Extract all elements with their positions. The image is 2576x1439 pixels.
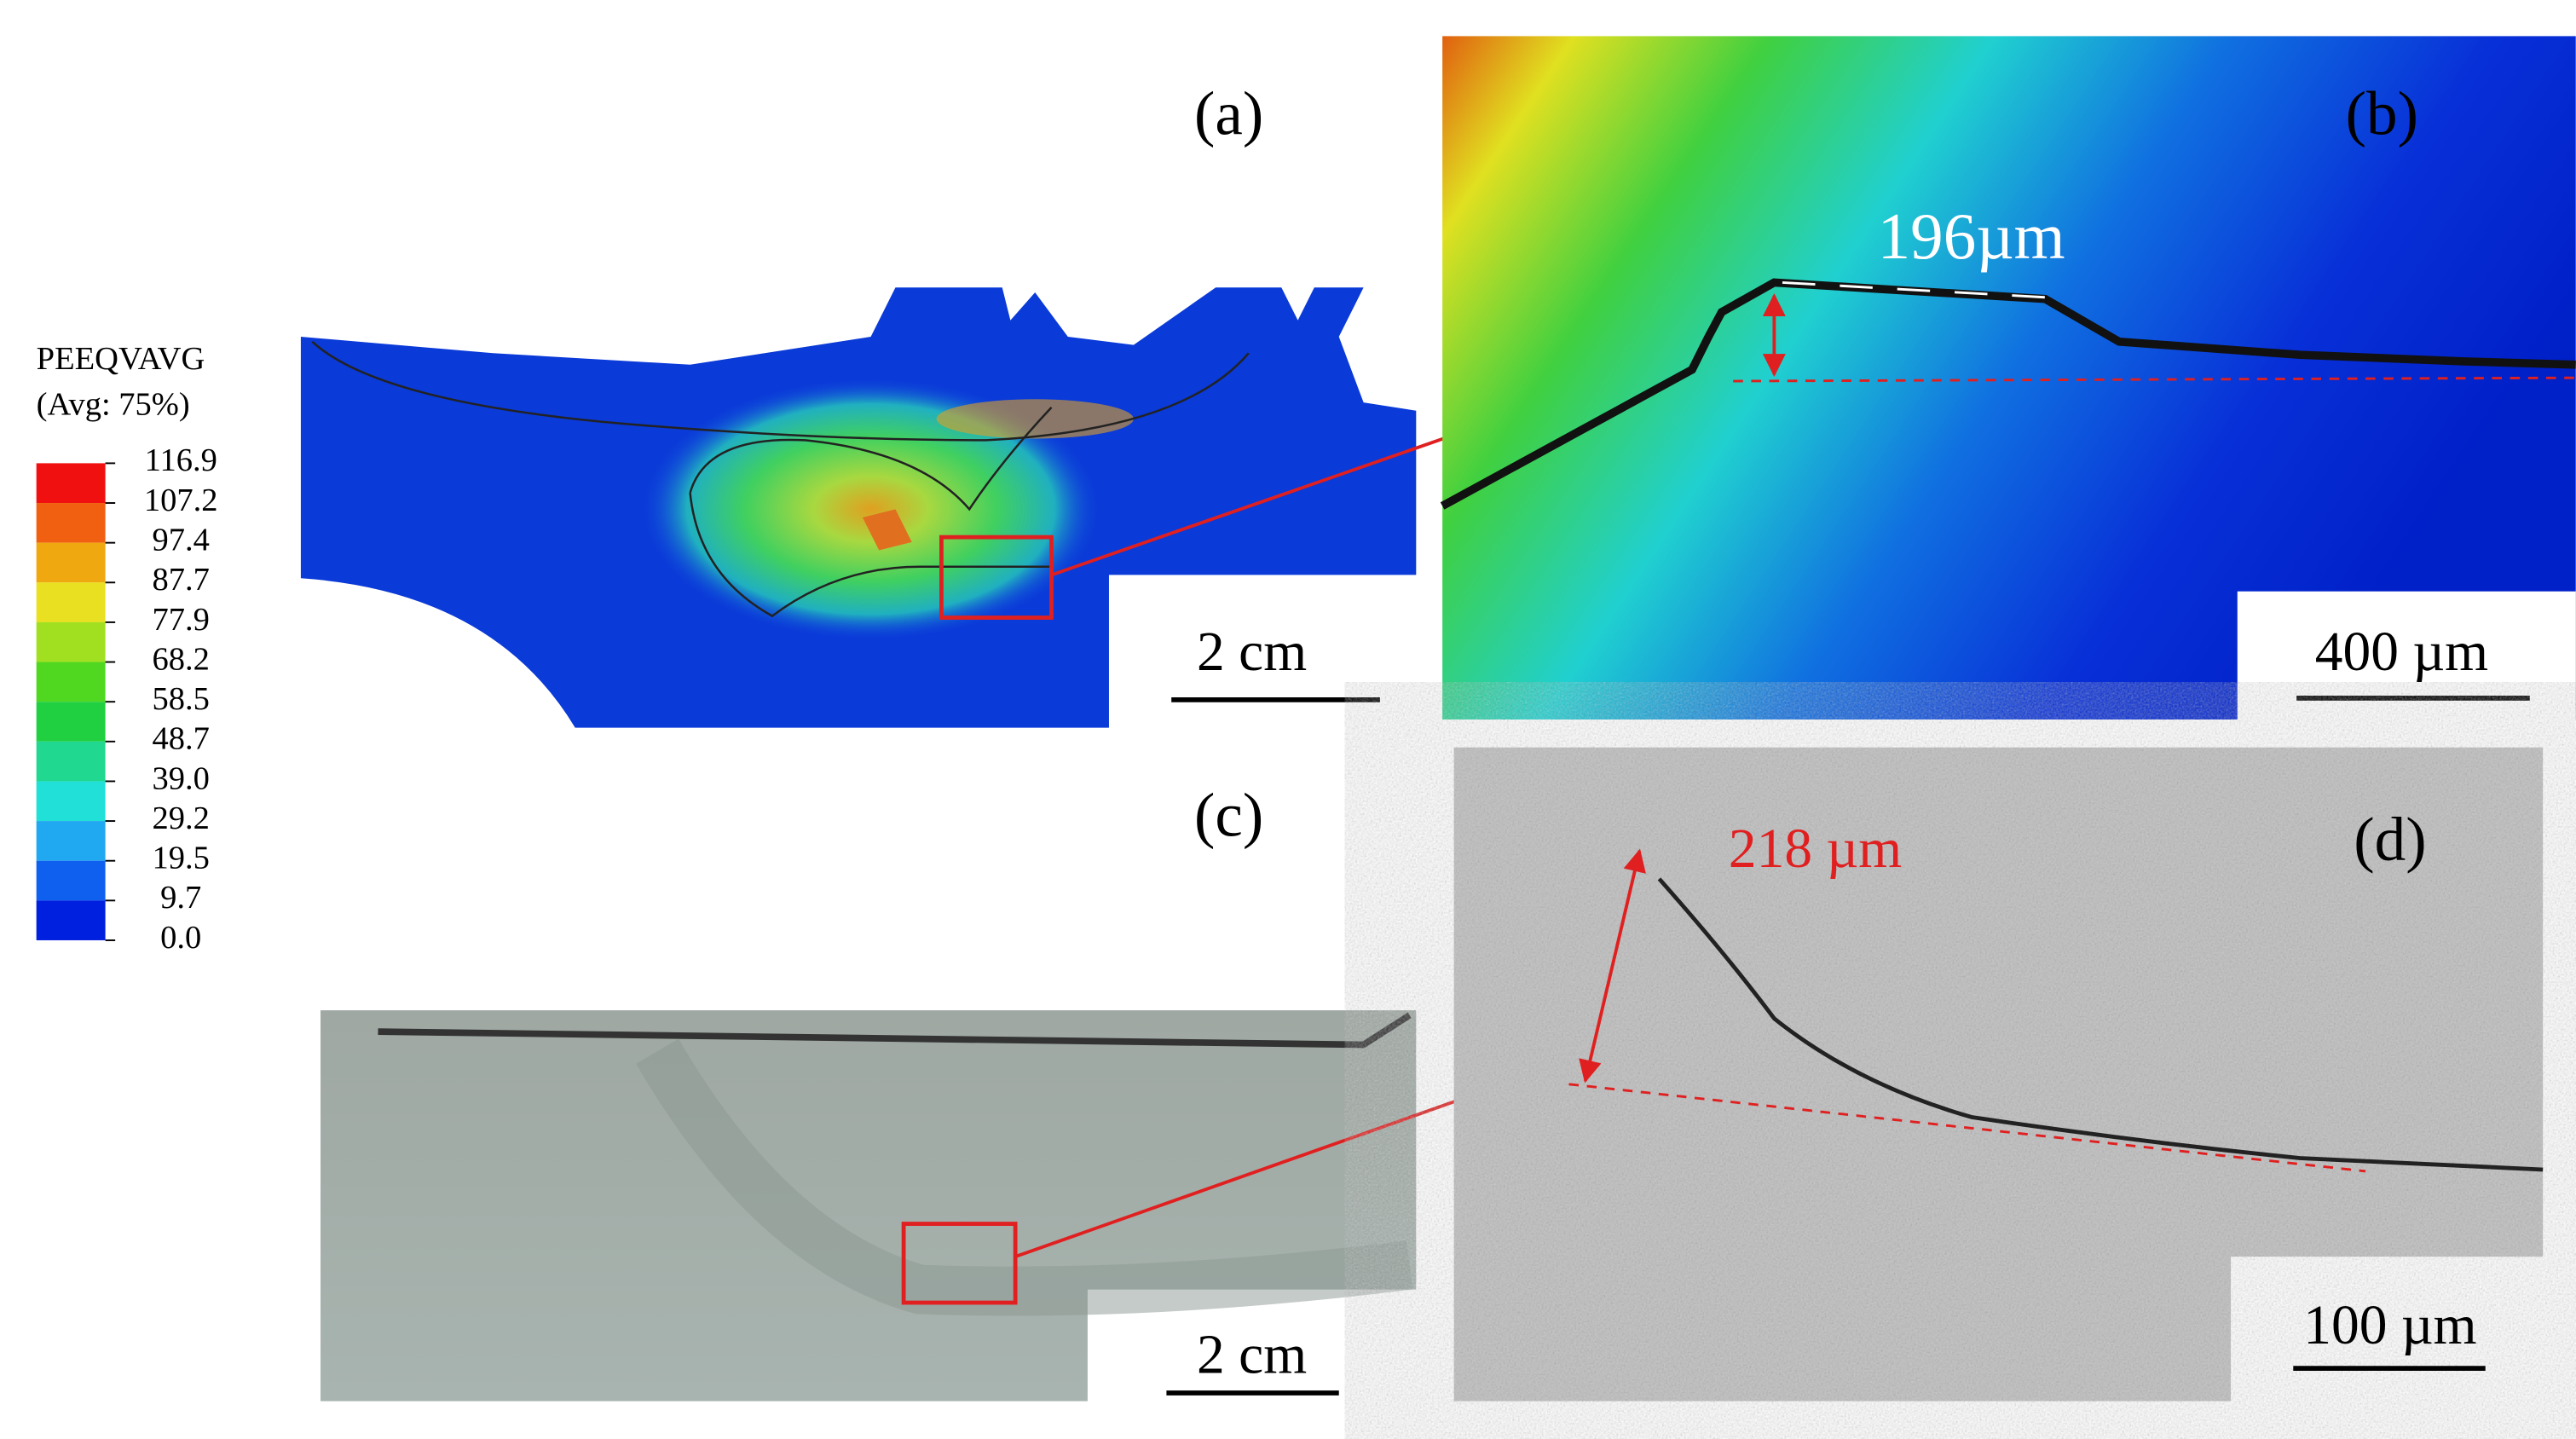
measurement-label: 218 µm xyxy=(1729,818,1902,880)
legend-level-label: 107.2 xyxy=(144,483,218,518)
panel-label: (c) xyxy=(1194,780,1263,849)
legend-level-label: 68.2 xyxy=(153,641,210,677)
panel-d: 218 µm (d) 100 µm xyxy=(1453,747,2544,1401)
legend-level-label: 39.0 xyxy=(153,760,210,796)
legend-swatch xyxy=(36,582,106,622)
legend-level-label: 0.0 xyxy=(160,920,201,956)
panel-c: (c) 2 cm xyxy=(321,780,1417,1401)
legend-subtitle: (Avg: 75%) xyxy=(37,387,190,423)
legend-swatch xyxy=(36,702,106,742)
legend-level-label: 77.9 xyxy=(153,602,210,638)
legend-swatch xyxy=(36,860,106,901)
legend-level-label: 9.7 xyxy=(160,880,201,916)
panel-b: 196µm (b) 400 µm xyxy=(1440,36,2576,720)
legend-swatch xyxy=(36,900,106,940)
legend-level-label: 19.5 xyxy=(153,841,210,876)
panel-label: (d) xyxy=(2354,805,2426,874)
scale-bar-label: 2 cm xyxy=(1197,621,1307,683)
legend-level-label: 116.9 xyxy=(145,442,217,478)
panel-label: (b) xyxy=(2346,78,2418,147)
scale-bar-label: 400 µm xyxy=(2315,621,2488,683)
legend-swatch xyxy=(36,821,106,861)
legend-swatch xyxy=(36,542,106,583)
legend-swatch xyxy=(36,503,106,543)
legend-level-label: 48.7 xyxy=(153,721,210,757)
legend-swatch xyxy=(36,662,106,702)
legend-swatch xyxy=(36,781,106,822)
legend-swatch xyxy=(36,621,106,662)
legend-title: PEEQVAVG xyxy=(37,341,205,377)
panel-a: (a) 2 cm xyxy=(300,78,1417,728)
legend-bar: 116.9 107.2 97.4 87.7 77.968.2 58.5 48.739.0 29… xyxy=(36,442,218,956)
arrow xyxy=(1014,1066,1544,1258)
legend-level-label: 97.4 xyxy=(153,523,210,558)
panel-label: (a) xyxy=(1194,78,1263,147)
legend-level-label: 29.2 xyxy=(153,800,210,836)
legend-level-label: 87.7 xyxy=(153,562,210,598)
measurement-label: 196µm xyxy=(1878,199,2065,273)
legend-swatch xyxy=(36,463,106,504)
legend-swatch xyxy=(36,741,106,782)
scale-bar-label: 2 cm xyxy=(1197,1325,1307,1386)
legend-level-label: 58.5 xyxy=(153,681,210,717)
scale-bar-label: 100 µm xyxy=(2303,1295,2476,1356)
